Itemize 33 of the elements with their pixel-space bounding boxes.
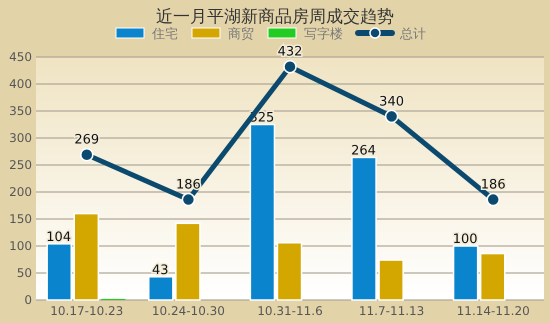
data-label: 264 [351,143,376,158]
legend-label: 写字楼 [304,26,343,42]
point [384,110,398,124]
legend-label: 住宅 [151,26,178,42]
data-label: 43 [152,262,169,278]
y-tick-label: 450 [9,50,32,64]
x-tick-label: 10.31-11.6 [257,304,323,318]
point [283,60,297,74]
data-label: 432 [278,44,302,60]
y-tick-label: 200 [9,185,32,199]
y-tick-label: 50 [16,266,32,280]
y-tick-label: 250 [9,158,32,172]
legend-label: 总计 [399,27,426,42]
x-tick-label: 10.17-10.23 [50,304,124,318]
x-tick-label: 11.7-11.13 [358,304,424,318]
y-tick-label: 300 [9,131,32,145]
data-label: 100 [452,232,478,247]
point [182,192,196,206]
y-tick-label: 350 [9,104,32,118]
point [80,148,94,162]
chart-title: 近一月平湖新商品房周成交趋势 [156,7,394,27]
legend-label: 商贸 [228,27,254,42]
data-label: 186 [480,178,506,193]
y-tick-label: 150 [9,212,32,226]
x-tick-label: 11.14-11.20 [456,304,530,318]
y-tick-label: 400 [9,77,32,91]
y-tick-label: 100 [9,239,32,253]
point [486,192,500,206]
y-tick-label: 0 [24,293,32,307]
data-label: 340 [379,94,404,110]
data-label: 269 [74,132,100,148]
x-tick-label: 10.24-10.30 [152,304,225,318]
data-label: 104 [46,230,72,245]
